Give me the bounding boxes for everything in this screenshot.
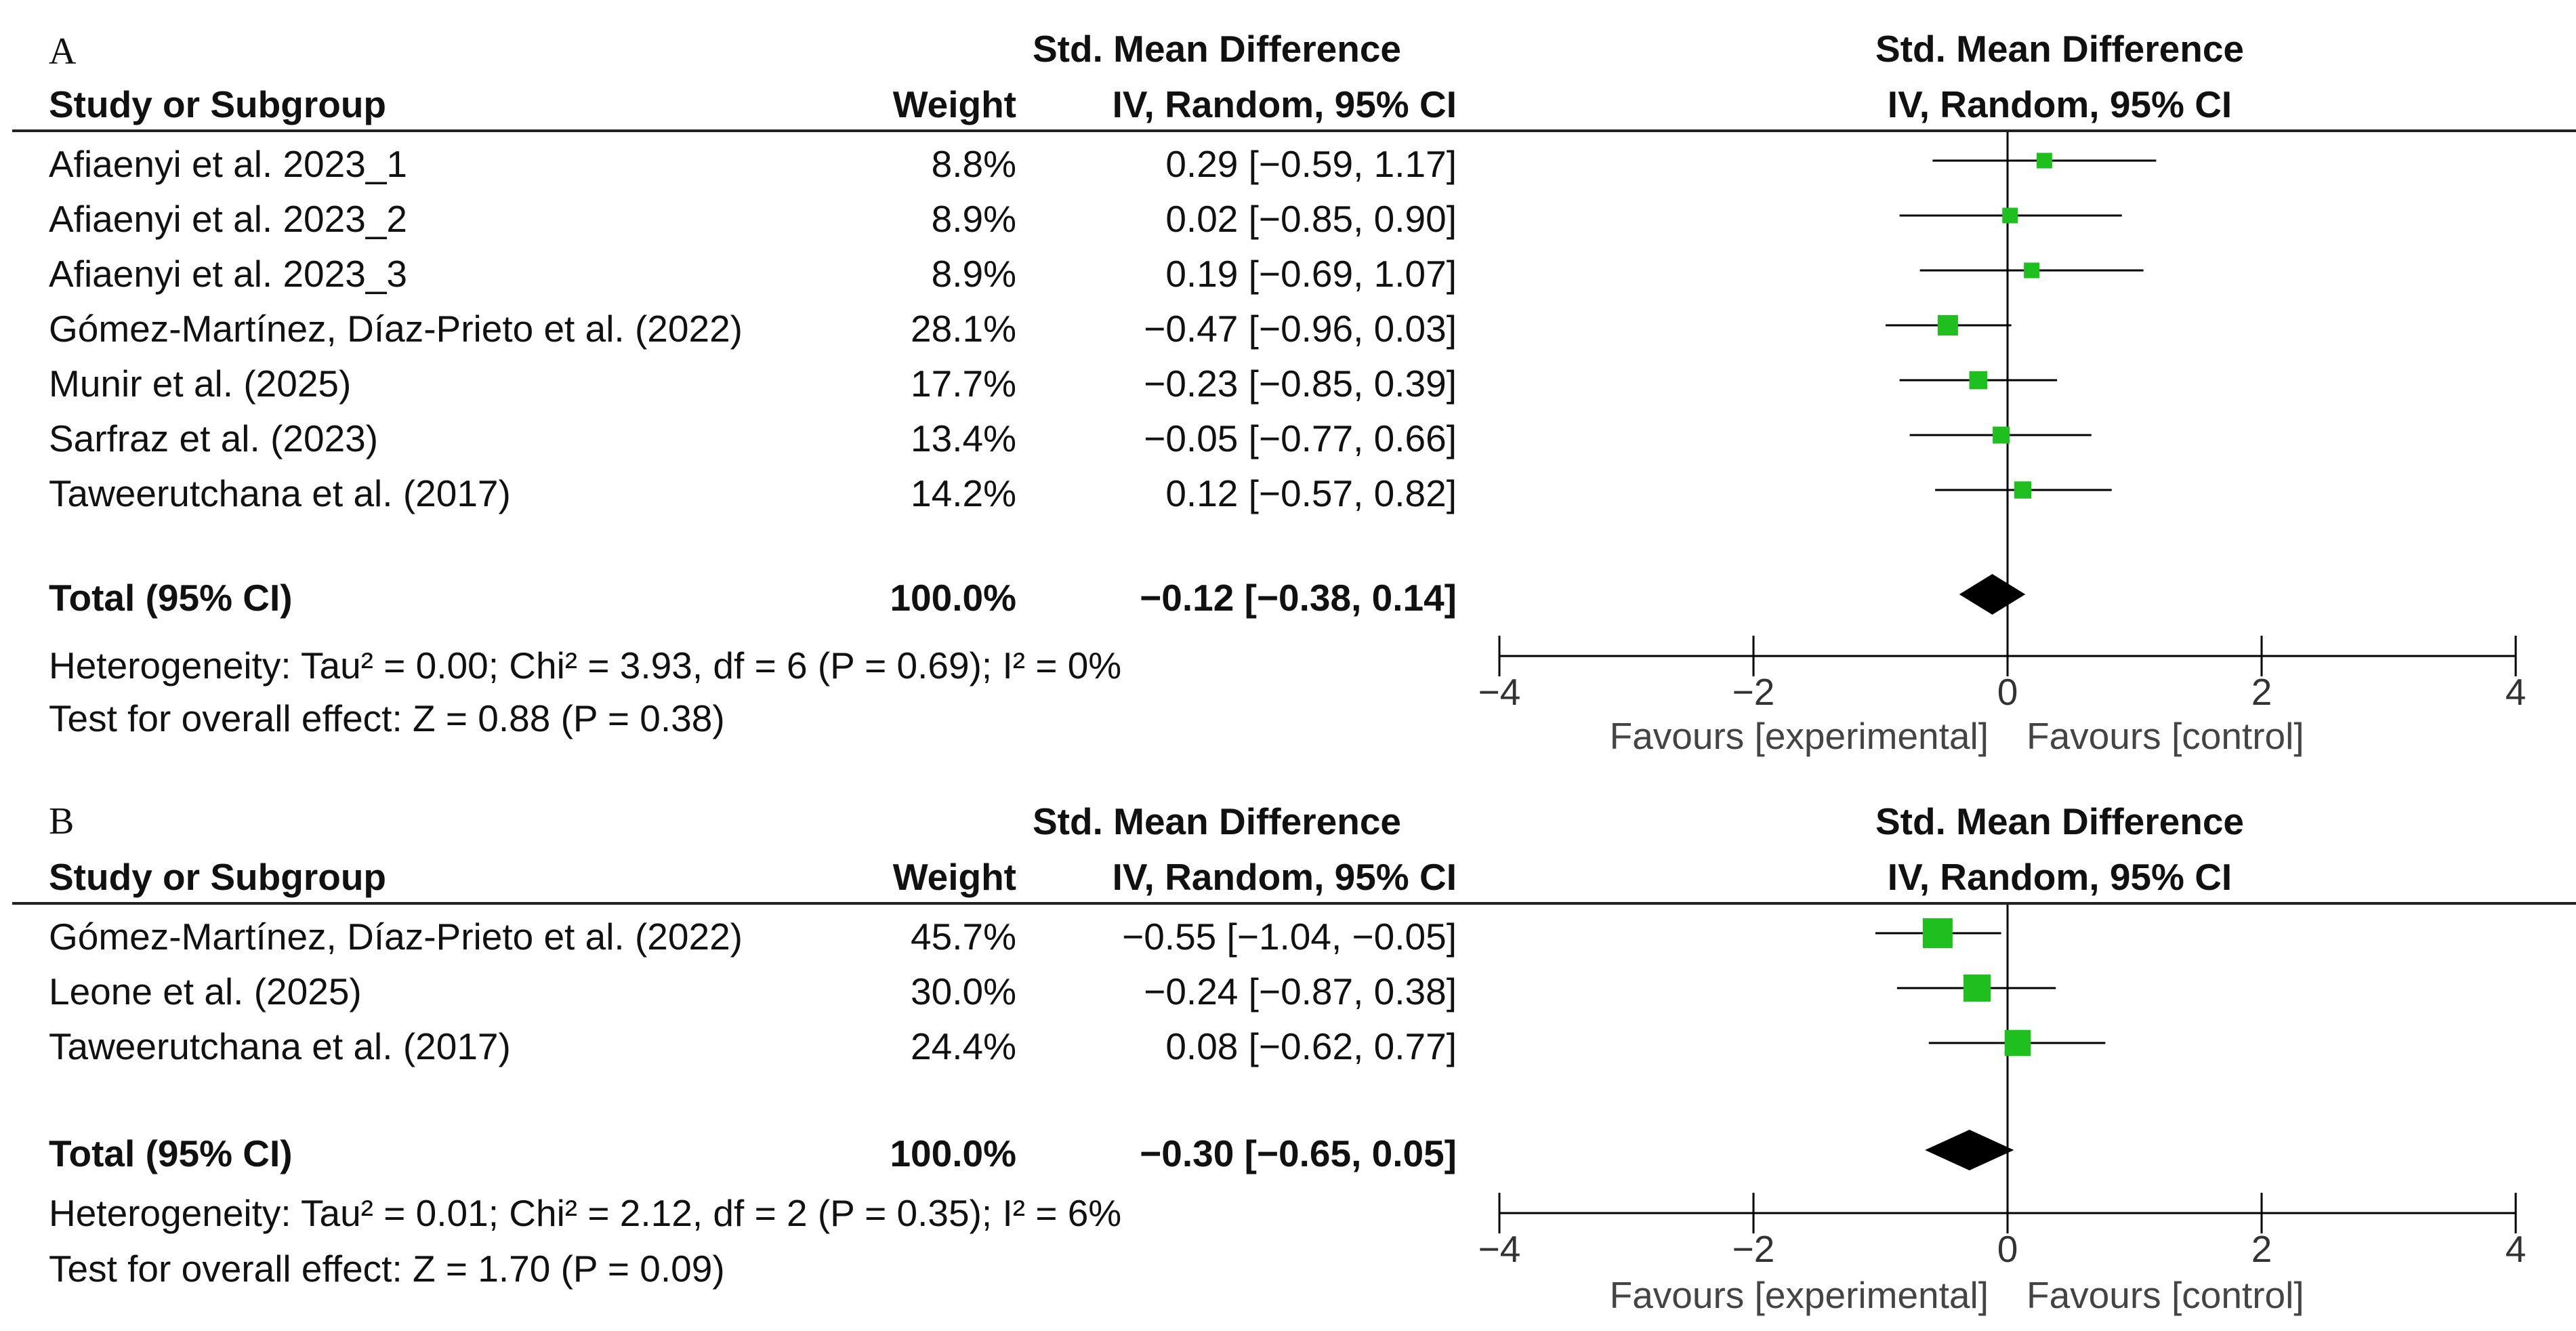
- forest-plot-b: −4 −2 0 2 4 Favours [experimental] Favours [co…: [1478, 905, 2527, 1316]
- favours-control-label: Favours [control]: [2027, 1274, 2304, 1316]
- point-estimate-marker: [2036, 152, 2052, 169]
- effect-header-line1: Std. Mean Difference: [1033, 28, 1402, 70]
- header-rule: [12, 902, 2576, 905]
- effect-header-line2: IV, Random, 95% CI: [1112, 83, 1457, 125]
- study-name: Afiaenyi et al. 2023_1: [49, 143, 407, 185]
- effect-header-line2: IV, Random, 95% CI: [1112, 856, 1457, 898]
- effect-header-line1: Std. Mean Difference: [1033, 800, 1402, 842]
- study-effect-ci: −0.47 [−0.96, 0.03]: [1144, 308, 1457, 350]
- header-rule: [12, 129, 2576, 132]
- x-axis-tick-label: −2: [1732, 1228, 1775, 1270]
- favours-experimental-label: Favours [experimental]: [1610, 1274, 1989, 1316]
- study-weight: 13.4%: [911, 417, 1016, 459]
- study-name: Munir et al. (2025): [49, 363, 352, 405]
- point-estimate-marker: [1963, 974, 1991, 1002]
- total-weight: 100.0%: [890, 1132, 1016, 1174]
- plot-header-line2: IV, Random, 95% CI: [1887, 856, 2232, 898]
- total-weight: 100.0%: [890, 577, 1016, 619]
- x-axis-tick-label: −2: [1732, 671, 1775, 713]
- study-name: Taweerutchana et al. (2017): [49, 1025, 511, 1067]
- study-weight: 30.0%: [911, 970, 1016, 1012]
- study-name: Afiaenyi et al. 2023_2: [49, 198, 407, 240]
- study-effect-ci: 0.19 [−0.69, 1.07]: [1165, 253, 1457, 295]
- total-effect-ci: −0.12 [−0.38, 0.14]: [1140, 577, 1457, 619]
- study-name: Gómez-Martínez, Díaz-Prieto et al. (2022…: [49, 916, 743, 958]
- overall-effect-test: Test for overall effect: Z = 1.70 (P = 0…: [49, 1248, 725, 1290]
- x-axis-tick-label: 0: [1997, 671, 2018, 713]
- study-weight: 17.7%: [911, 363, 1016, 405]
- overall-effect-test: Test for overall effect: Z = 0.88 (P = 0…: [49, 697, 725, 739]
- study-name: Gómez-Martínez, Díaz-Prieto et al. (2022…: [49, 308, 743, 350]
- total-effect-ci: −0.30 [−0.65, 0.05]: [1140, 1132, 1457, 1174]
- point-estimate-marker: [1937, 315, 1958, 335]
- plot-header-line1: Std. Mean Difference: [1875, 800, 2244, 842]
- point-estimate-marker: [2002, 207, 2018, 224]
- study-column-header: Study or Subgroup: [49, 856, 387, 898]
- x-axis-tick-label: 2: [2251, 1228, 2272, 1270]
- study-effect-ci: 0.02 [−0.85, 0.90]: [1165, 198, 1457, 240]
- study-name: Taweerutchana et al. (2017): [49, 472, 511, 514]
- pooled-effect-diamond: [1925, 1130, 2014, 1170]
- plot-header-line2: IV, Random, 95% CI: [1887, 83, 2232, 125]
- study-effect-ci: 0.08 [−0.62, 0.77]: [1165, 1025, 1457, 1067]
- point-estimate-marker: [2004, 1029, 2031, 1057]
- study-column-header: Study or Subgroup: [49, 83, 387, 125]
- plot-header-line1: Std. Mean Difference: [1875, 28, 2244, 70]
- heterogeneity-stats: Heterogeneity: Tau² = 0.01; Chi² = 2.12,…: [49, 1192, 1122, 1234]
- point-estimate-marker: [1922, 918, 1953, 948]
- weight-column-header: Weight: [892, 83, 1016, 125]
- x-axis-tick-label: 4: [2506, 671, 2527, 713]
- study-weight: 8.9%: [931, 253, 1016, 295]
- weight-column-header: Weight: [892, 856, 1016, 898]
- study-weight: 45.7%: [911, 916, 1016, 958]
- forest-plot-a: −4 −2 0 2 4 Favours [experimental] Favours [co…: [1478, 132, 2527, 757]
- x-axis-tick-label: 2: [2251, 671, 2272, 713]
- study-weight: 14.2%: [911, 472, 1016, 514]
- favours-control-label: Favours [control]: [2027, 715, 2304, 757]
- forest-plot-panel-a: A Std. Mean Difference Std. Mean Differe…: [12, 28, 2576, 757]
- panel-label: B: [49, 800, 75, 842]
- study-name: Sarfraz et al. (2023): [49, 417, 379, 459]
- total-label: Total (95% CI): [49, 1132, 293, 1174]
- study-effect-ci: −0.23 [−0.85, 0.39]: [1144, 363, 1457, 405]
- study-effect-ci: 0.29 [−0.59, 1.17]: [1165, 143, 1457, 185]
- study-name: Afiaenyi et al. 2023_3: [49, 253, 407, 295]
- study-effect-ci: −0.55 [−1.04, −0.05]: [1122, 916, 1457, 958]
- x-axis-tick-label: 0: [1997, 1228, 2018, 1270]
- study-weight: 28.1%: [911, 308, 1016, 350]
- panel-label: A: [49, 30, 77, 73]
- study-weight: 24.4%: [911, 1025, 1016, 1067]
- heterogeneity-stats: Heterogeneity: Tau² = 0.00; Chi² = 3.93,…: [49, 644, 1122, 687]
- study-effect-ci: −0.24 [−0.87, 0.38]: [1144, 970, 1457, 1012]
- study-effect-ci: 0.12 [−0.57, 0.82]: [1165, 472, 1457, 514]
- study-weight: 8.9%: [931, 198, 1016, 240]
- point-estimate-marker: [2014, 481, 2032, 499]
- point-estimate-marker: [2024, 262, 2040, 279]
- x-axis-tick-label: 4: [2506, 1228, 2527, 1270]
- favours-experimental-label: Favours [experimental]: [1610, 715, 1989, 757]
- pooled-effect-diamond: [1959, 574, 2026, 615]
- study-name: Leone et al. (2025): [49, 970, 362, 1012]
- point-estimate-marker: [1993, 426, 2010, 444]
- study-weight: 8.8%: [931, 143, 1016, 185]
- x-axis-tick-label: −4: [1478, 671, 1521, 713]
- study-effect-ci: −0.05 [−0.77, 0.66]: [1144, 417, 1457, 459]
- total-label: Total (95% CI): [49, 577, 293, 619]
- forest-plot-panel-b: B Std. Mean Difference Std. Mean Differe…: [0, 773, 2576, 1331]
- x-axis-tick-label: −4: [1478, 1228, 1521, 1270]
- point-estimate-marker: [1969, 371, 1988, 390]
